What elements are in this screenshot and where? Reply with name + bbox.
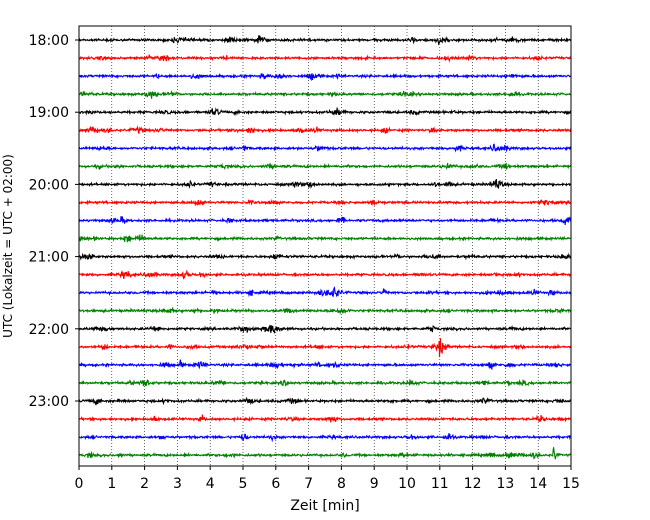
x-tick-label: 8 (337, 476, 346, 492)
y-axis-label: UTC (Lokalzeit = UTC + 02:00) (1, 154, 15, 338)
grid-lines (111, 26, 539, 466)
trace-1900 (78, 107, 572, 117)
trace-2100 (78, 252, 572, 261)
trace-1815 (78, 54, 572, 63)
trace-2045 (78, 234, 572, 243)
trace-2300 (78, 396, 572, 406)
x-tick-label: 9 (370, 476, 379, 492)
trace-2245 (78, 378, 572, 387)
x-tick-label: 14 (529, 476, 547, 492)
trace-1830 (79, 72, 572, 82)
y-tick-label: 20:00 (29, 177, 69, 193)
trace-2145 (78, 306, 572, 315)
trace-1915 (78, 125, 572, 135)
trace-1845 (78, 90, 571, 99)
x-tick-label: 7 (304, 476, 313, 492)
x-tick-label: 6 (271, 476, 280, 492)
x-tick-label: 15 (562, 476, 580, 492)
y-tick-label: 18:00 (29, 33, 69, 49)
trace-1945 (78, 162, 572, 171)
x-tick-label: 0 (75, 476, 84, 492)
x-tick-label: 11 (431, 476, 449, 492)
plot-frame (78, 25, 572, 467)
y-tick-label: 23:00 (29, 394, 69, 410)
x-tick-label: 12 (464, 476, 482, 492)
x-tick-label: 3 (173, 476, 182, 492)
y-tick-label: 21:00 (29, 250, 69, 266)
x-axis-ticks: 0 1 2 3 4 5 6 7 8 9 10 11 12 13 14 15 (75, 466, 580, 492)
x-tick-label: 1 (107, 476, 116, 492)
trace-2000 (78, 178, 572, 189)
trace-2030 (78, 216, 572, 225)
trace-2200 (78, 324, 572, 335)
trace-1800 (78, 35, 572, 46)
x-axis-label: Zeit [min] (290, 498, 359, 514)
y-axis-ticks: 18:00 19:00 20:00 21:00 22:00 23:00 (29, 33, 79, 410)
x-tick-label: 2 (140, 476, 149, 492)
y-tick-label: 19:00 (29, 105, 69, 121)
x-tick-label: 4 (206, 476, 215, 492)
trace-1930 (78, 143, 572, 153)
trace-2015 (78, 198, 572, 207)
x-tick-label: 13 (496, 476, 514, 492)
trace-2130 (78, 286, 572, 298)
trace-2330 (78, 433, 572, 443)
trace-2315 (78, 414, 571, 424)
traces (78, 35, 572, 460)
y-tick-label: 22:00 (29, 322, 69, 338)
x-tick-label: 5 (239, 476, 248, 492)
trace-2345 (78, 447, 572, 460)
trace-2215 (78, 338, 572, 358)
x-tick-label: 10 (398, 476, 416, 492)
trace-2115 (78, 269, 572, 280)
trace-2230 (78, 359, 572, 370)
